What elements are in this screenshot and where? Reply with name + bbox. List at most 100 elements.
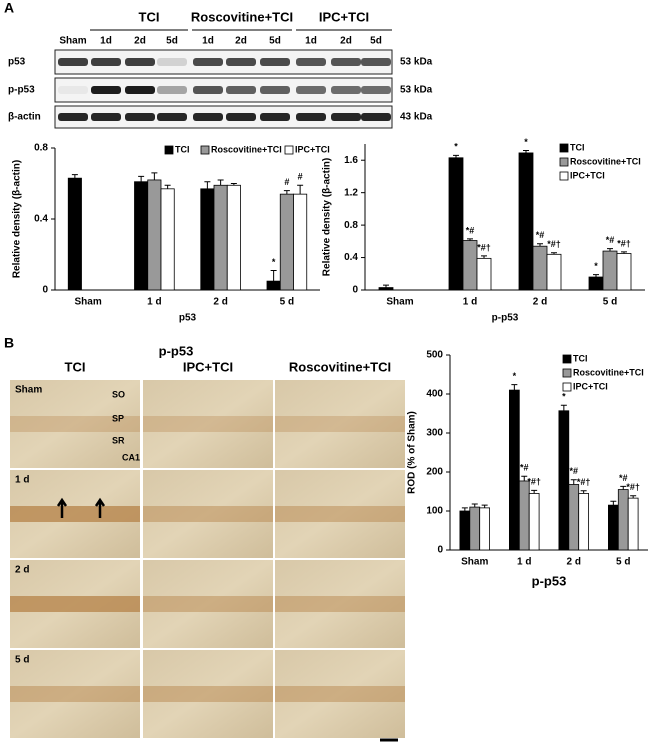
band: [193, 58, 223, 66]
bar: [147, 179, 162, 291]
band: [331, 58, 361, 66]
panel-label: A: [4, 0, 14, 16]
band: [361, 58, 391, 66]
bar: [508, 389, 520, 551]
bar: [578, 493, 590, 551]
row-label: 5 d: [15, 655, 29, 666]
x-tick-label: 1 d: [147, 297, 161, 308]
lane-label: 2d: [235, 36, 247, 47]
error-bar: [630, 495, 637, 499]
error-bar: [270, 269, 277, 282]
x-axis-label: p-p53: [532, 573, 567, 588]
arrow: [94, 497, 106, 518]
cell-layer: [275, 596, 405, 612]
legend-label: Roscovitine+TCI: [211, 144, 282, 154]
bar: [518, 480, 530, 551]
error-bar: [570, 479, 577, 485]
bar: [378, 287, 394, 291]
legend-swatch: [164, 145, 174, 155]
bar: [134, 181, 149, 291]
band: [91, 58, 121, 66]
bar: [617, 489, 629, 551]
bar: [448, 157, 464, 291]
annotation: *#: [466, 225, 475, 235]
bar: [226, 184, 241, 291]
bar: [627, 497, 639, 551]
column-label: IPC+TCI: [183, 359, 233, 374]
tissue: [275, 380, 405, 468]
bar: [528, 493, 540, 551]
error-bar: [580, 490, 587, 494]
micrograph-title: p-p53: [159, 343, 194, 358]
error-bar: [560, 404, 567, 411]
annotation: *#: [536, 230, 545, 240]
band: [361, 113, 391, 121]
bar: [469, 506, 481, 551]
cell-layer: [10, 686, 140, 702]
band: [125, 58, 155, 66]
band: [125, 113, 155, 121]
band: [331, 113, 361, 121]
annotation: *#†: [547, 239, 561, 249]
legend-swatch: [559, 157, 569, 167]
lane-label: 2d: [340, 36, 352, 47]
error-bar: [217, 179, 224, 186]
y-tick-label: 1.6: [344, 155, 358, 166]
error-bar: [138, 175, 145, 182]
error-bar: [521, 475, 528, 481]
error-bar: [283, 190, 290, 195]
bar: [293, 193, 308, 291]
x-tick-label: 5 d: [603, 297, 617, 308]
bar: [462, 240, 478, 291]
bar: [588, 276, 604, 291]
y-tick-label: 100: [426, 506, 443, 517]
row-label: 1 d: [15, 475, 29, 486]
annotation: *#†: [477, 242, 491, 252]
bar: [266, 280, 281, 291]
annotation: *#†: [577, 477, 591, 487]
bar: [546, 253, 562, 291]
error-bar: [453, 154, 459, 158]
annotation: *#: [619, 473, 628, 483]
bar: [558, 410, 570, 551]
region-label: SO: [112, 389, 125, 399]
x-axis-label: p53: [179, 313, 197, 324]
bar: [160, 188, 175, 291]
band: [226, 58, 256, 66]
annotation: *: [454, 142, 458, 152]
cell-layer: [10, 506, 140, 522]
y-axis-label: Relative density (β-actin): [12, 160, 23, 278]
error-bar: [511, 384, 518, 391]
bar: [459, 510, 471, 551]
error-bar: [164, 184, 171, 189]
annotation: #: [284, 177, 289, 187]
lane-label: Sham: [59, 36, 86, 47]
panel-label: B: [4, 335, 14, 351]
row-label: p-p53: [8, 85, 35, 96]
annotation: *#†: [527, 477, 541, 487]
western-blot: TCI Roscovitine+TCI IPC+TCI Sham 1d 2d 5d 1d 2d 5…: [8, 9, 433, 129]
x-tick-label: Sham: [461, 557, 488, 568]
y-tick-label: 0: [352, 285, 358, 296]
band: [331, 86, 361, 94]
bar: [616, 253, 632, 291]
cell-layer: [143, 596, 273, 612]
row-label: p53: [8, 57, 26, 68]
x-tick-label: 5 d: [616, 557, 630, 568]
legend-label: IPC+TCI: [573, 381, 608, 391]
size-label: 43 kDa: [400, 112, 433, 123]
row-label: Sham: [15, 385, 42, 396]
legend-label: TCI: [175, 144, 190, 154]
band: [157, 58, 187, 66]
x-tick-label: 1 d: [463, 297, 477, 308]
x-tick-label: 1 d: [517, 557, 531, 568]
y-tick-label: 0.4: [34, 214, 48, 225]
lane-label: 2d: [134, 36, 146, 47]
band: [296, 86, 326, 94]
region-label: CA1: [122, 452, 140, 462]
cell-layer: [143, 416, 273, 432]
cell-layer: [10, 416, 140, 432]
bar: [568, 484, 580, 551]
y-tick-label: 0: [437, 545, 443, 556]
